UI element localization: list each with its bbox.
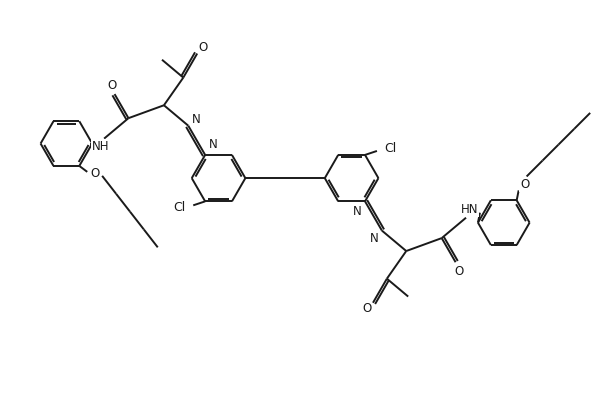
Text: N: N [209, 139, 217, 152]
Text: O: O [520, 178, 530, 191]
Text: HN: HN [461, 203, 479, 216]
Text: NH: NH [92, 140, 109, 153]
Text: O: O [90, 168, 100, 180]
Text: O: O [199, 41, 208, 54]
Text: N: N [353, 205, 361, 218]
Text: N: N [369, 232, 378, 245]
Text: O: O [362, 302, 372, 315]
Text: N: N [192, 113, 201, 126]
Text: O: O [107, 79, 116, 91]
Text: O: O [454, 265, 464, 278]
Text: Cl: Cl [173, 201, 186, 214]
Text: Cl: Cl [385, 143, 397, 156]
